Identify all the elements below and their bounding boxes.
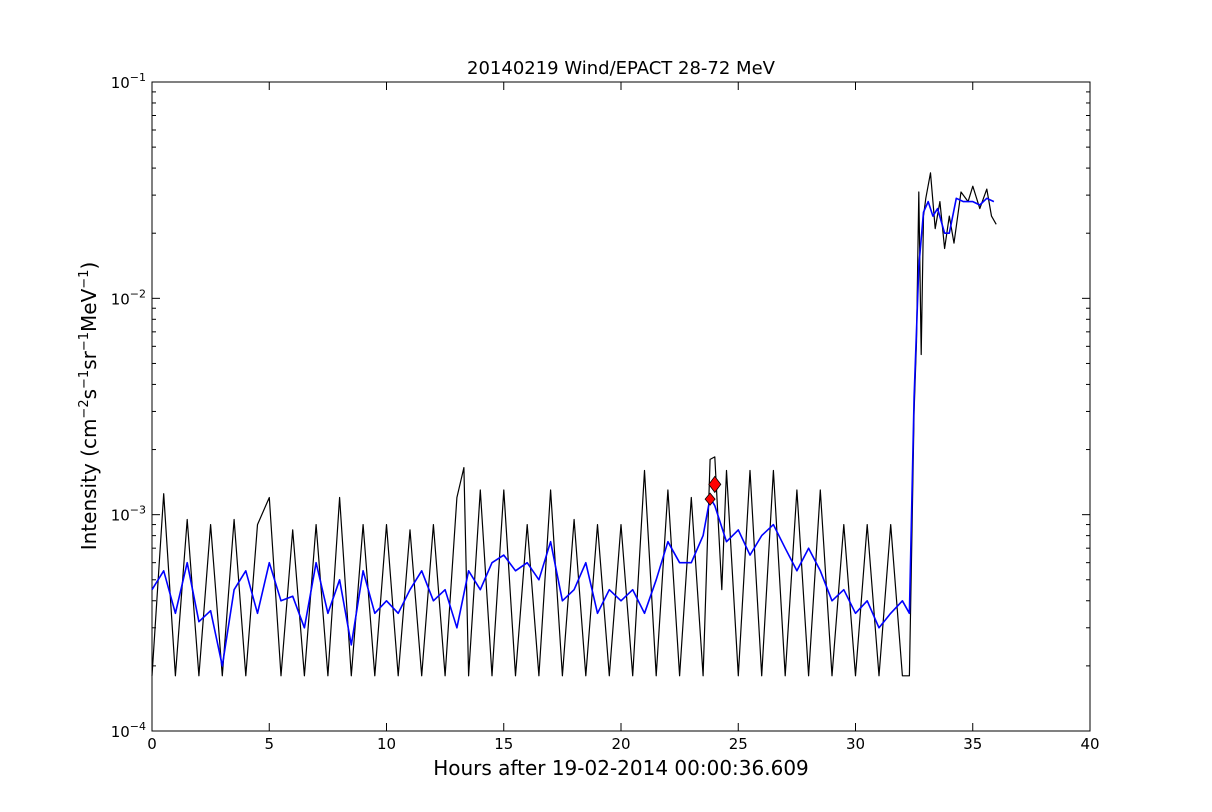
y-tick-label-exp: −1 [130, 71, 146, 84]
y-axis-label-exp4: −1 [77, 270, 92, 289]
y-tick-label-exp: −2 [130, 287, 146, 300]
onset-marker-2 [708, 475, 722, 494]
y-tick-label: 10−1 [111, 71, 146, 92]
plot-frame [151, 81, 1091, 732]
x-tick-label: 25 [729, 735, 748, 753]
y-tick-label-exp: −4 [130, 720, 146, 733]
y-tick-label-base: 10 [111, 507, 130, 525]
x-tick-label: 10 [377, 735, 396, 753]
x-tick-label: 5 [264, 735, 274, 753]
series-layer [151, 172, 997, 677]
y-tick-label: 10−2 [111, 287, 146, 308]
y-axis-label-mev: MeV [77, 288, 101, 332]
y-tick-label: 10−3 [111, 504, 146, 525]
y-tick-label-exp: −3 [130, 504, 146, 517]
x-tick-label: 15 [494, 735, 513, 753]
y-tick-label-base: 10 [111, 290, 130, 308]
y-axis-label: Intensity (cm−2s−1sr−1MeV−1) [77, 262, 101, 551]
x-tick-label: 35 [963, 735, 982, 753]
y-axis-label-sr: sr [77, 350, 101, 369]
plot-area [151, 81, 1091, 732]
x-tick-label: 20 [611, 735, 630, 753]
y-axis-label-s: s [77, 389, 101, 399]
x-tick-label: 0 [147, 735, 157, 753]
x-tick-label: 40 [1080, 735, 1099, 753]
y-axis-label-suffix: ) [77, 262, 101, 270]
marker-layer [704, 475, 722, 506]
y-axis-label-exp2: −1 [77, 370, 92, 389]
x-tick-label: 30 [846, 735, 865, 753]
y-tick-label: 10−4 [111, 720, 146, 741]
onset-marker-1 [704, 492, 716, 506]
raw-intensity-line [151, 172, 997, 677]
y-tick-label-base: 10 [111, 723, 130, 741]
smoothed-intensity-line [151, 197, 995, 667]
y-axis-label-prefix: Intensity (cm [77, 419, 101, 551]
y-axis-label-exp3: −1 [77, 332, 92, 351]
y-axis-label-exp1: −2 [77, 399, 92, 418]
x-axis-label: Hours after 19-02-2014 00:00:36.609 [433, 756, 809, 780]
chart-title: 20140219 Wind/EPACT 28-72 MeV [467, 58, 776, 79]
y-tick-label-base: 10 [111, 74, 130, 92]
